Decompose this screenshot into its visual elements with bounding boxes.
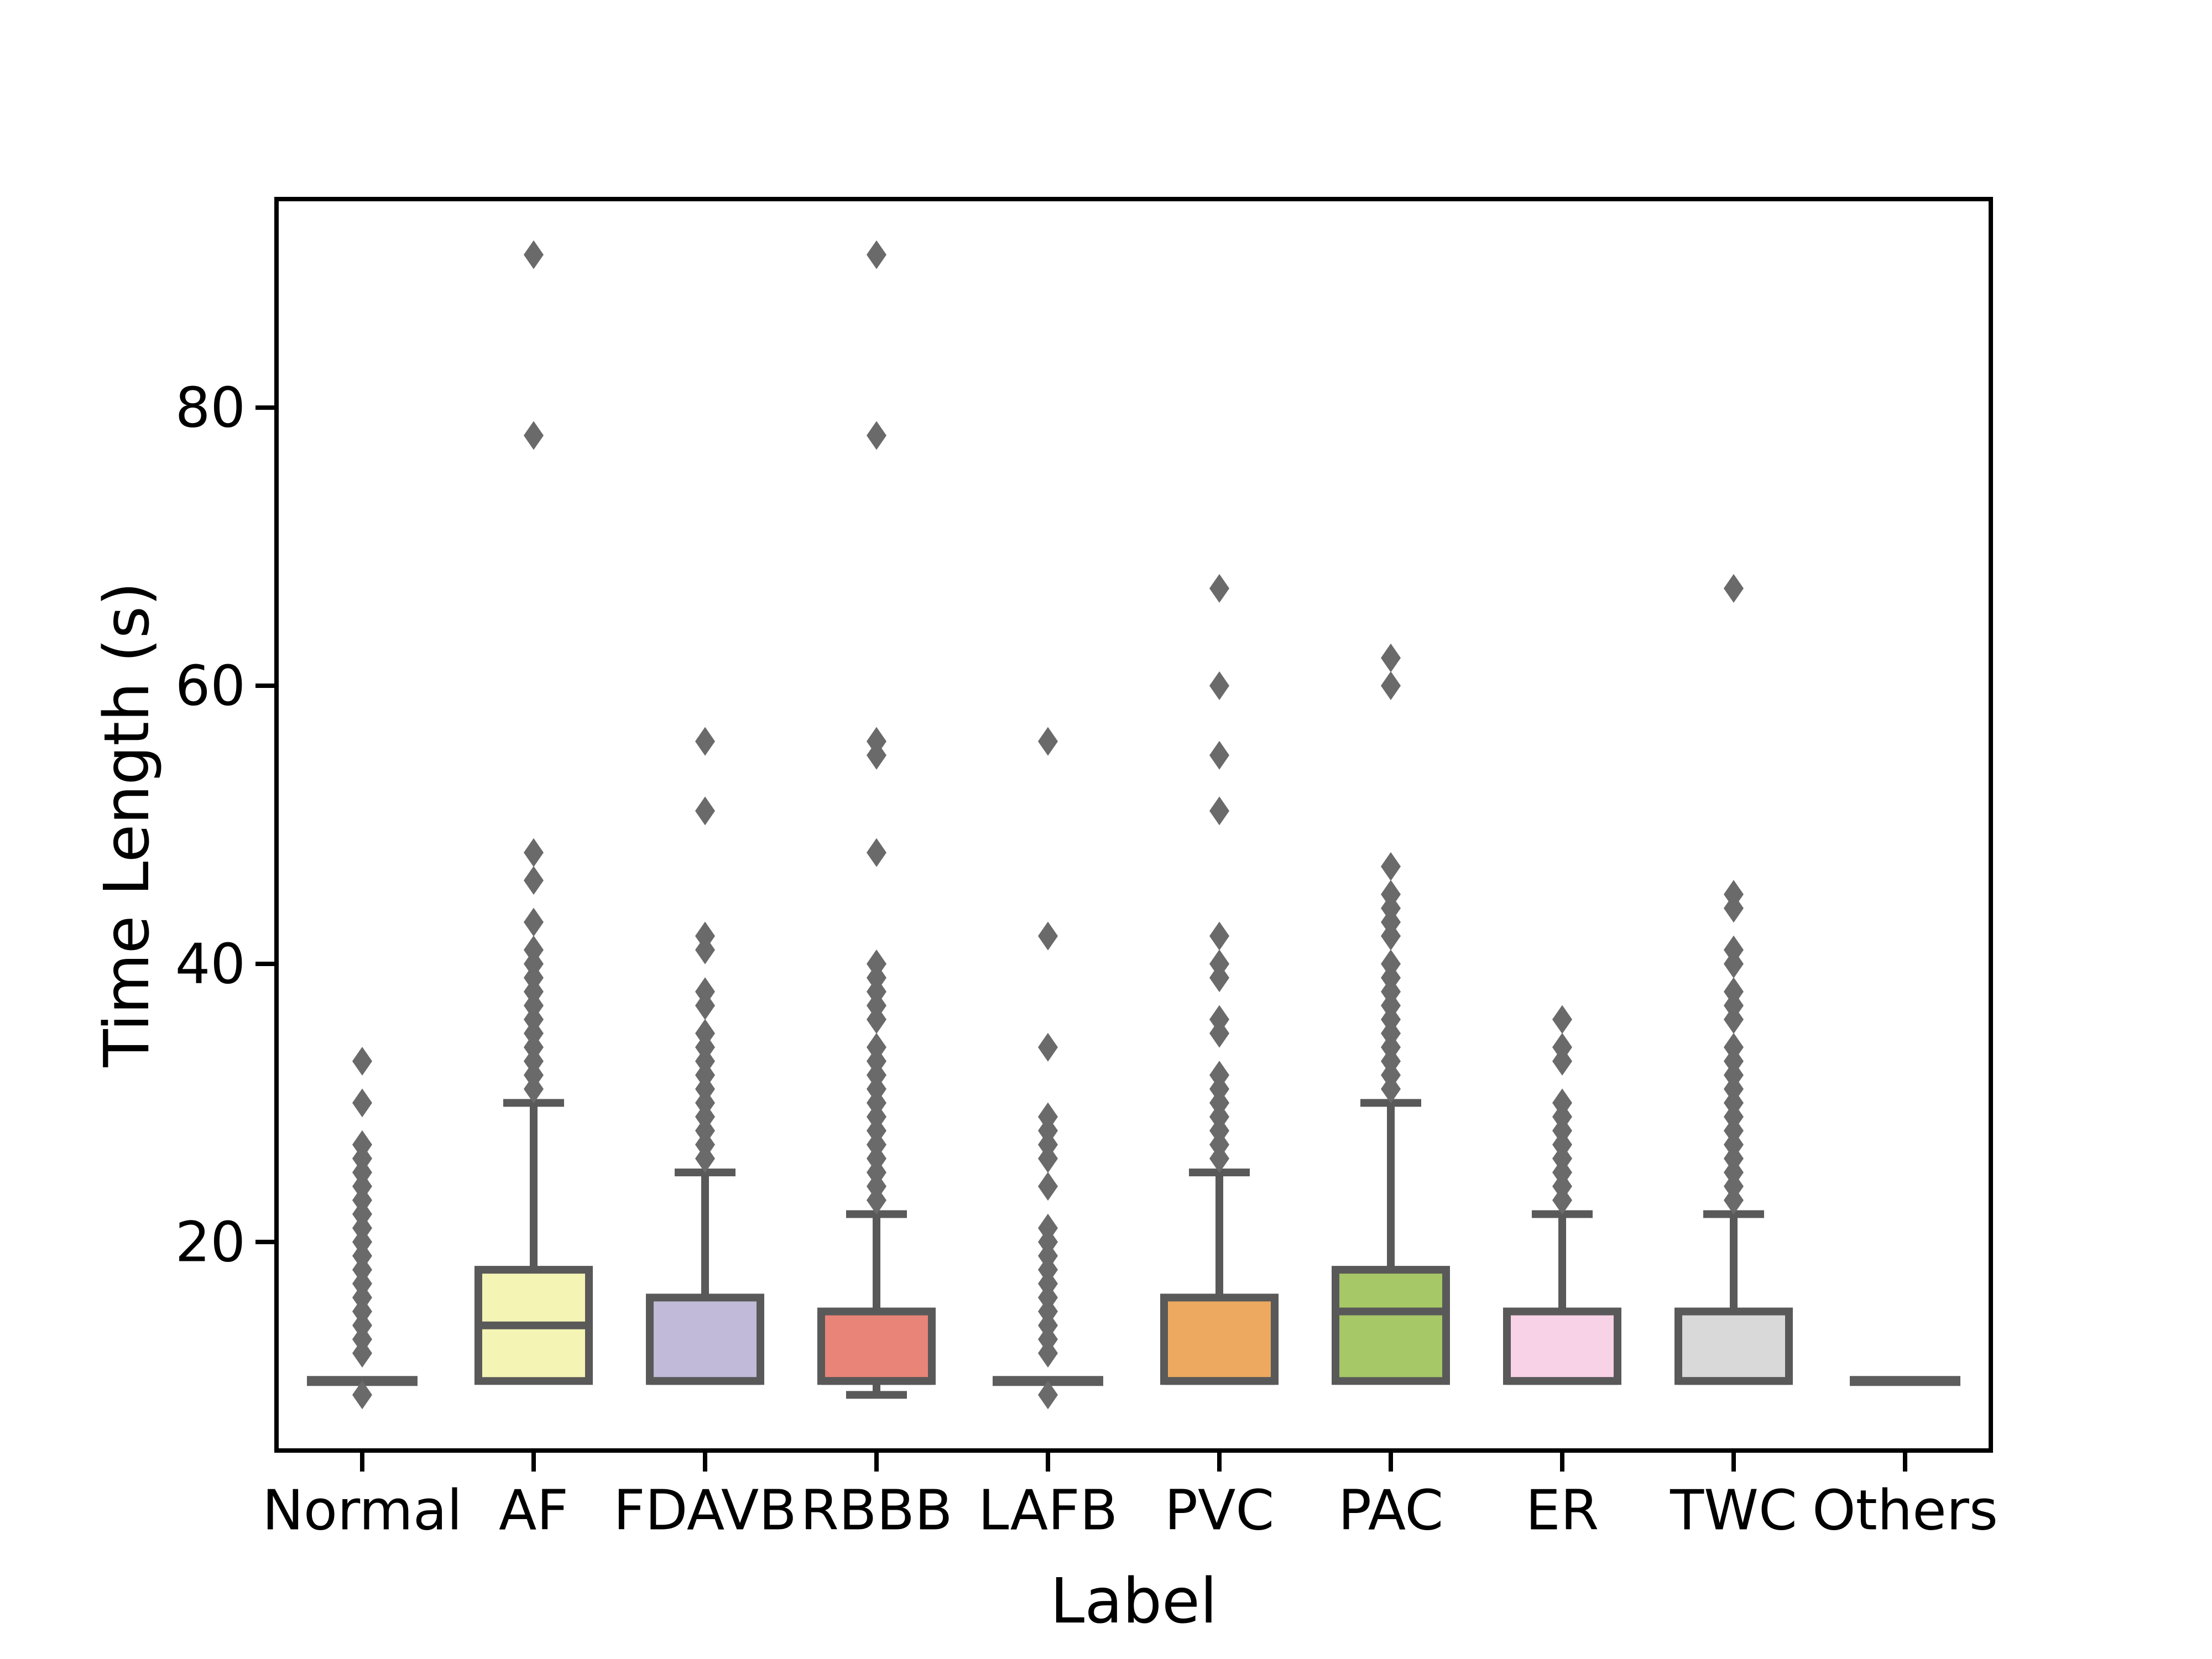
outlier-diamond [695,921,715,951]
outlier-diamond [695,1019,715,1048]
outlier-diamond [1209,740,1229,770]
outlier-diamond [1209,949,1229,978]
outlier-diamond [867,949,886,978]
outlier-points [1038,727,1058,1410]
outlier-diamond [1209,921,1229,951]
outlier-diamond [1038,921,1058,951]
outlier-diamond [867,240,886,269]
outlier-diamond [1209,796,1229,826]
box-pac [1332,643,1450,1385]
outlier-points [1381,643,1401,1104]
outlier-diamond [1552,1088,1572,1118]
outlier-diamond [1038,1102,1058,1131]
outlier-points [867,240,886,1215]
box-normal [307,1046,418,1410]
outlier-diamond [1209,574,1229,603]
outlier-diamond [867,1032,886,1062]
iqr-box [1332,1266,1450,1385]
box-twc [1674,574,1793,1385]
iqr-box [1674,1307,1793,1385]
box-rbbb [817,240,936,1399]
outlier-points [1552,1005,1572,1215]
x-tick-label-normal: Normal [262,1478,462,1542]
outlier-points [1209,574,1229,1173]
outlier-diamond [1724,574,1744,603]
box-er [1503,1005,1621,1385]
outlier-diamond [352,1046,372,1076]
outlier-diamond [524,421,544,450]
outlier-diamond [1038,1172,1058,1201]
outlier-diamond [867,421,886,450]
outlier-diamond [695,977,715,1006]
outlier-diamond [1724,880,1744,909]
outlier-diamond [1209,1061,1229,1090]
x-tick-label-lafb: LAFB [978,1478,1118,1542]
outlier-diamond [1038,1213,1058,1243]
box-af [474,240,593,1385]
outlier-diamond [867,838,886,867]
iqr-box [1503,1307,1621,1385]
outlier-diamond [1724,1032,1744,1062]
y-tick-label: 80 [175,375,246,440]
box-pvc [1160,574,1279,1385]
x-tick-label-pvc: PVC [1165,1478,1275,1542]
outlier-diamond [1038,727,1058,756]
x-tick-label-twc: TWC [1670,1478,1797,1542]
y-tick-label: 40 [175,931,246,996]
outlier-diamond [524,907,544,937]
outlier-points [524,240,544,1104]
outlier-diamond [695,796,715,826]
outlier-diamond [1381,880,1401,909]
outlier-diamond [524,866,544,895]
outlier-points [1724,574,1744,1215]
outlier-diamond [1552,1005,1572,1034]
outlier-diamond [1209,671,1229,701]
outlier-diamond [1552,1032,1572,1062]
y-tick-label: 20 [175,1209,246,1274]
iqr-box [1160,1293,1279,1385]
outlier-diamond [1381,949,1401,978]
iqr-box [646,1293,764,1385]
outlier-diamond [524,935,544,964]
outlier-diamond [1724,977,1744,1006]
outlier-diamond [867,727,886,756]
x-tick-label-af: AF [499,1478,568,1542]
x-tick-label-er: ER [1526,1478,1599,1542]
outlier-diamond [352,1088,372,1118]
outlier-points [352,1046,372,1410]
outlier-diamond [1381,852,1401,881]
outlier-diamond [352,1130,372,1159]
outlier-diamond [1381,643,1401,672]
outlier-diamond [1038,1032,1058,1062]
x-tick-label-rbbb: RBBB [800,1478,952,1542]
outlier-diamond [1209,1005,1229,1034]
y-axis-title: Time Length (s) [91,582,163,1067]
outlier-diamond [1381,671,1401,701]
outlier-diamond [524,838,544,867]
outlier-diamond [1038,1380,1058,1410]
x-axis-title: Label [1050,1566,1218,1637]
iqr-box [817,1307,936,1385]
x-tick-label-others: Others [1812,1478,1998,1542]
x-tick-label-pac: PAC [1338,1478,1443,1542]
outlier-diamond [1724,935,1744,964]
y-tick-label: 60 [175,654,246,718]
box-lafb [993,727,1103,1410]
box-fdavb [646,727,764,1385]
outlier-diamond [695,727,715,756]
x-tick-label-fdavb: FDAVB [613,1478,797,1542]
outlier-diamond [352,1380,372,1410]
outlier-diamond [524,240,544,269]
outlier-points [695,727,715,1173]
plot-frame [274,197,1993,1453]
